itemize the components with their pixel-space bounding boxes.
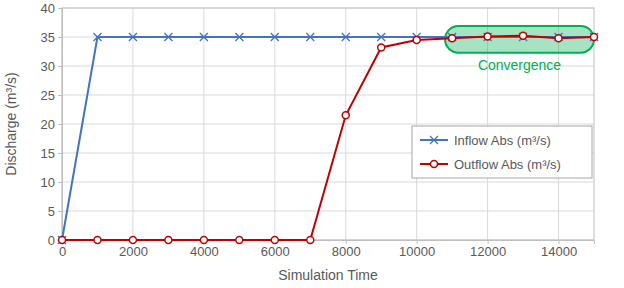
tick-mark (58, 124, 62, 125)
grid-line (203, 8, 204, 240)
legend-marker (430, 136, 438, 144)
tick-label: 10 (41, 175, 55, 190)
tick-mark (58, 95, 62, 96)
grid-line (62, 95, 594, 96)
data-point (94, 237, 101, 244)
data-point (200, 237, 207, 244)
grid-line (274, 8, 275, 240)
x-tick: 12000 (470, 240, 506, 259)
data-point (58, 236, 66, 244)
legend-marker (431, 161, 438, 168)
data-point (377, 33, 385, 41)
y-tick: 25 (41, 88, 62, 103)
tick-label: 25 (41, 88, 55, 103)
y-axis: 0 5 10 15 20 25 30 35 40 (41, 1, 63, 248)
tick-mark (58, 211, 62, 212)
tick-mark (58, 8, 62, 9)
legend-box (412, 126, 592, 178)
tick-label: 6000 (261, 244, 290, 259)
tick-mark (58, 37, 62, 38)
data-point (306, 33, 314, 41)
tick-mark (58, 153, 62, 154)
data-point (590, 33, 598, 41)
data-point (342, 33, 350, 41)
data-point (164, 33, 172, 41)
data-point (484, 33, 491, 40)
data-point (59, 237, 66, 244)
tick-label: 15 (41, 146, 55, 161)
data-point (129, 33, 137, 41)
y-tick: 15 (41, 146, 62, 161)
tick-label: 4000 (190, 244, 219, 259)
tick-mark (58, 66, 62, 67)
legend: Inflow Abs (m³/s) Outflow Abs (m³/s) (412, 126, 592, 178)
data-point (378, 44, 385, 51)
x-tick: 14000 (541, 240, 577, 259)
y-tick: 10 (41, 175, 62, 190)
data-point (235, 33, 243, 41)
data-point (519, 33, 527, 41)
data-point (129, 237, 136, 244)
data-point (271, 237, 278, 244)
tick-label: 8000 (332, 244, 361, 259)
tick-label: 0 (59, 244, 66, 259)
tick-mark (58, 182, 62, 183)
annotation-text: Convergence (478, 57, 561, 73)
tick-label: 14000 (541, 244, 577, 259)
tick-label: 5 (48, 204, 55, 219)
series-line (62, 36, 594, 240)
data-point (200, 33, 208, 41)
y-tick: 5 (48, 204, 62, 219)
x-axis: 0 2000 4000 6000 8000 10000 12000 14000 (59, 240, 595, 259)
chart: 0 2000 4000 6000 8000 10000 12000 14000 0 5 10 15 20… (0, 0, 624, 288)
legend-label: Inflow Abs (m³/s) (454, 133, 551, 148)
tick-label: 0 (48, 233, 55, 248)
data-point (236, 237, 243, 244)
y-tick: 40 (41, 1, 62, 16)
data-point (413, 36, 420, 43)
data-point (93, 33, 101, 41)
grid-line (62, 182, 594, 183)
x-tick: 10000 (399, 240, 435, 259)
annotation-box (445, 26, 594, 53)
data-point (555, 35, 562, 42)
x-tick: 8000 (332, 240, 361, 259)
tick-label: 2000 (119, 244, 148, 259)
tick-label: 20 (41, 117, 55, 132)
data-point (271, 33, 279, 41)
grid (62, 8, 594, 240)
series-line (62, 37, 594, 240)
grid-line (345, 8, 346, 240)
data-point (555, 33, 563, 41)
data-point (449, 35, 456, 42)
axis-line (58, 9, 63, 241)
y-tick: 30 (41, 59, 62, 74)
tick-label: 10000 (399, 244, 435, 259)
y-tick: 20 (41, 117, 62, 132)
tick-label: 40 (41, 1, 55, 16)
data-point (165, 237, 172, 244)
data-point (448, 33, 456, 41)
data-point (307, 237, 314, 244)
tick-label: 30 (41, 59, 55, 74)
data-point (342, 112, 349, 119)
y-axis-title: Discharge (m³/s) (3, 72, 19, 175)
data-point (484, 33, 492, 41)
plot-frame (62, 8, 594, 240)
x-axis-title: Simulation Time (278, 267, 378, 283)
tick-label: 35 (41, 30, 55, 45)
annotations (445, 26, 594, 53)
grid-line (132, 8, 133, 240)
data-point (520, 32, 527, 39)
grid-line (62, 211, 594, 212)
data-point (591, 34, 598, 41)
grid-line (62, 124, 594, 125)
plot: 0 2000 4000 6000 8000 10000 12000 14000 0 5 10 15 20… (41, 1, 598, 260)
y-tick: 35 (41, 30, 62, 45)
tick-label: 12000 (470, 244, 506, 259)
legend-label: Outflow Abs (m³/s) (454, 157, 561, 172)
data-area (58, 32, 598, 244)
